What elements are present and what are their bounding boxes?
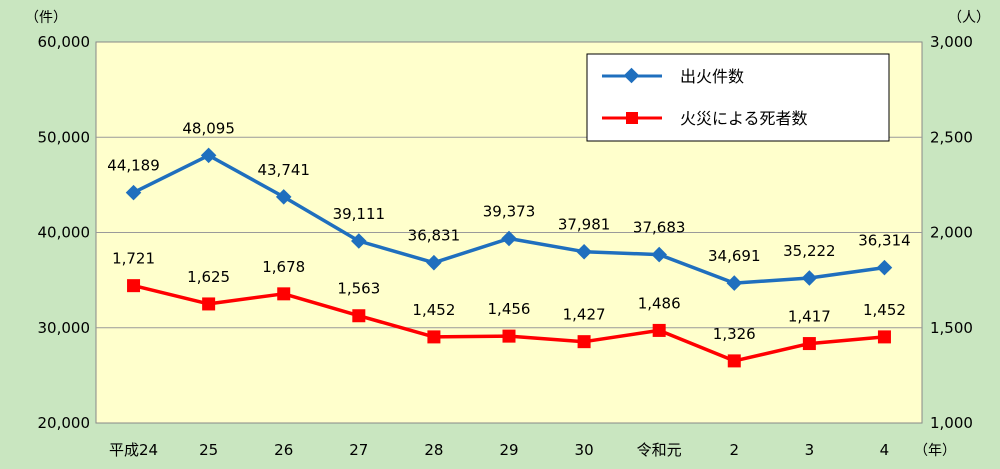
data-point (577, 335, 591, 349)
left-tick-label: 20,000 (38, 414, 91, 432)
data-label: 39,373 (483, 202, 536, 220)
data-label: 34,691 (708, 247, 761, 265)
data-label: 37,981 (558, 216, 611, 234)
data-point (877, 330, 891, 344)
x-tick-label: 27 (349, 441, 368, 459)
x-tick-label: 令和元 (637, 441, 682, 459)
data-label: 48,095 (182, 119, 235, 137)
right-axis-unit: （人） (948, 10, 990, 26)
left-tick-label: 40,000 (38, 224, 91, 242)
data-point (802, 337, 816, 351)
legend: 出火件数 火災による死者数 (586, 53, 890, 142)
data-label: 1,563 (337, 280, 380, 298)
data-point (200, 147, 217, 164)
data-label: 1,452 (863, 301, 906, 319)
data-label: 44,189 (107, 157, 160, 175)
data-label: 39,111 (333, 205, 386, 223)
data-point (127, 279, 141, 293)
right-tick-label: 3,000 (930, 33, 973, 51)
data-label: 1,417 (788, 308, 831, 326)
data-label: 1,486 (638, 294, 681, 312)
right-tick-label: 2,000 (930, 224, 973, 242)
right-axis-ticks: 1,000 1,500 2,000 2,500 3,000 (930, 33, 973, 432)
x-tick-label: 3 (805, 441, 815, 459)
data-point (427, 330, 441, 344)
left-axis-ticks: 20,000 30,000 40,000 50,000 60,000 (38, 33, 91, 432)
left-tick-label: 50,000 (38, 128, 91, 146)
data-point (202, 297, 216, 311)
data-label: 43,741 (257, 161, 310, 179)
x-tick-label: 25 (199, 441, 218, 459)
right-tick-label: 1,000 (930, 414, 973, 432)
right-tick-label: 1,500 (930, 319, 973, 337)
data-label: 1,326 (713, 325, 756, 343)
data-point (275, 189, 292, 205)
data-label: 1,456 (488, 300, 531, 318)
data-point (352, 309, 366, 323)
data-label: 36,831 (408, 227, 461, 245)
x-axis-unit: （年） (914, 443, 956, 459)
x-tick-label: 30 (575, 441, 594, 459)
data-label: 1,427 (563, 306, 606, 324)
x-tick-label: 26 (274, 441, 293, 459)
right-tick-label: 2,500 (930, 128, 973, 146)
data-label: 1,721 (112, 250, 155, 268)
data-point (125, 184, 142, 201)
legend-label-fire: 出火件数 (680, 67, 744, 86)
data-point (502, 329, 516, 343)
data-label: 1,452 (412, 301, 455, 319)
x-tick-label: 2 (729, 441, 739, 459)
legend-label-deaths: 火災による死者数 (680, 109, 808, 128)
data-label: 36,314 (858, 232, 911, 250)
x-axis-ticks: 平成24 25 26 27 28 29 30 令和元 2 3 4 (109, 441, 889, 459)
data-point (652, 323, 666, 337)
legend-marker-deaths (626, 112, 638, 124)
left-axis-unit: （件） (25, 10, 67, 26)
x-tick-label: 29 (499, 441, 518, 459)
data-label: 1,678 (262, 258, 305, 276)
data-label: 35,222 (783, 242, 836, 260)
x-tick-label: 平成24 (109, 441, 158, 459)
left-tick-label: 60,000 (38, 33, 91, 51)
data-point (351, 233, 367, 249)
x-tick-label: 4 (880, 441, 890, 459)
data-point (501, 230, 517, 247)
x-tick-label: 28 (424, 441, 443, 459)
data-point (727, 354, 741, 368)
legend-box (586, 53, 890, 142)
data-label: 1,625 (187, 268, 230, 286)
data-point (277, 287, 291, 301)
data-label: 37,683 (633, 219, 686, 237)
left-tick-label: 30,000 (38, 319, 91, 337)
